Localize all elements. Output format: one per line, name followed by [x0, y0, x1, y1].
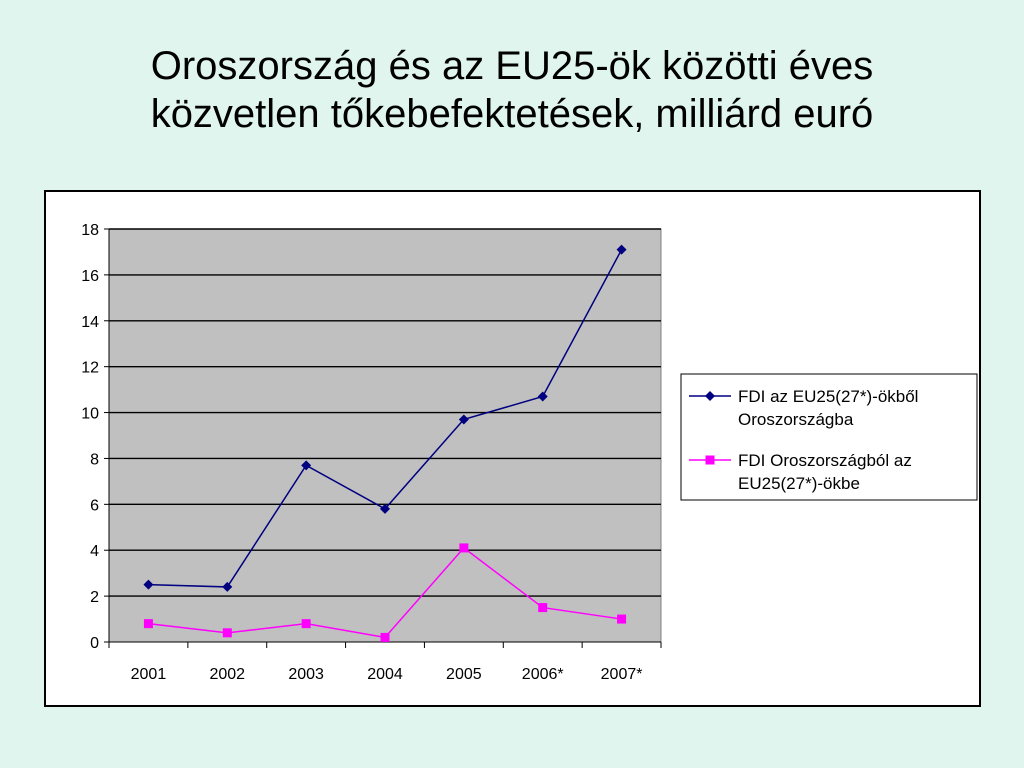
data-point-square	[459, 543, 469, 553]
y-tick-label: 16	[81, 268, 99, 285]
x-tick-label: 2007*	[601, 666, 643, 683]
legend-marker-diamond	[705, 391, 715, 401]
y-tick-label: 2	[90, 589, 99, 606]
legend-marker-square	[705, 455, 715, 465]
slide-title-line-2: közvetlen tőkebefektetések, milliárd eur…	[150, 92, 874, 136]
x-tick-label: 2001	[131, 666, 167, 683]
y-tick-label: 8	[90, 451, 99, 468]
data-point-square	[143, 619, 153, 629]
y-tick-label: 0	[90, 635, 99, 652]
data-point-diamond	[380, 503, 390, 514]
data-point-diamond	[301, 460, 312, 471]
slide-title: Oroszország és az EU25-ök közötti éves k…	[0, 42, 1024, 138]
x-tick-label: 2005	[446, 666, 482, 683]
data-point-square	[301, 619, 311, 629]
data-point-square	[617, 614, 627, 624]
slide-title-line-1: Oroszország és az EU25-ök közötti éves	[150, 44, 874, 88]
y-tick-label: 12	[81, 360, 99, 377]
line-chart: 0 2 4 6 8 10 12 14 16 18 2001 2002 2003 2004 2005 2006*…	[81, 222, 978, 683]
x-tick-label: 2004	[367, 666, 403, 683]
data-point-square	[538, 603, 548, 613]
legend-label-2: EU25(27*)-ökbe	[738, 474, 860, 493]
plot-area	[108, 228, 662, 643]
data-point-square	[380, 632, 390, 642]
legend-label-2: FDI Oroszországból az	[738, 451, 912, 470]
y-tick-label: 6	[90, 497, 99, 514]
y-tick-label: 10	[81, 406, 99, 423]
data-point-diamond	[458, 414, 469, 425]
x-tick-label: 2006*	[522, 666, 564, 683]
legend-label-1: Oroszországba	[738, 410, 854, 429]
legend-box	[680, 373, 978, 501]
data-point-square	[222, 628, 232, 638]
x-tick-label: 2002	[209, 666, 245, 683]
chart-container: 0 2 4 6 8 10 12 14 16 18 2001 2002 2003 2004 2005 2006*…	[44, 190, 981, 707]
legend-label-1: FDI az EU25(27*)-ökből	[738, 387, 918, 406]
y-tick-label: 14	[81, 314, 99, 331]
y-tick-label: 4	[90, 543, 99, 560]
data-point-diamond	[143, 579, 154, 590]
x-tick-label: 2003	[288, 666, 324, 683]
data-point-diamond	[537, 391, 548, 402]
data-point-diamond	[616, 244, 627, 255]
y-tick-label: 18	[81, 222, 99, 239]
data-point-diamond	[222, 581, 233, 592]
